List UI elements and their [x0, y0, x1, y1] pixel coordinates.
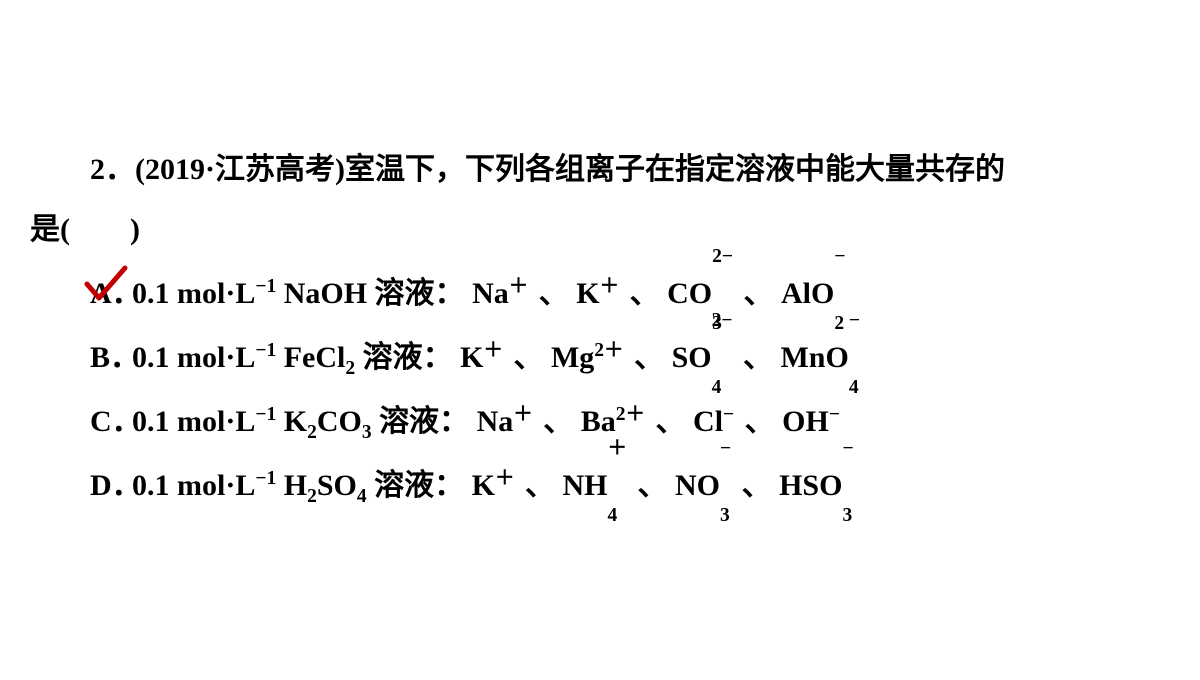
ion-alo2: AlO−2− — [781, 277, 845, 310]
ion-k: K＋ — [460, 341, 503, 374]
stem-text-1: 室温下，下列各组离子在指定溶液中能大量共存的 — [345, 153, 1005, 186]
question-number: 2 — [90, 153, 105, 186]
option-d: D． 0.1 mol·L−1 H2SO4 溶液： K＋、 NH＋4＋、 NO−3… — [30, 456, 1170, 516]
stem-text-2: 是( ) — [30, 200, 1170, 260]
ion-mno4: MnO−4− — [780, 341, 859, 374]
ion-mg: Mg2＋ — [551, 341, 624, 374]
question-block: 2．(2019·江苏高考)室温下，下列各组离子在指定溶液中能大量共存的 是( )… — [30, 140, 1170, 516]
option-d-solution: 0.1 mol·L−1 H2SO4 溶液： — [132, 469, 472, 502]
option-d-letter: D． — [90, 456, 142, 516]
ion-k: K＋ — [576, 277, 619, 310]
question-source: (2019·江苏高考) — [135, 153, 345, 186]
option-a: A． 0.1 mol·L−1 NaOH 溶液： Na＋、 K＋、 CO2−32−… — [30, 264, 1170, 324]
option-c-solution: 0.1 mol·L−1 K2CO3 溶液： — [132, 405, 477, 438]
option-b-letter: B． — [90, 328, 140, 388]
question-stem: 2．(2019·江苏高考)室温下，下列各组离子在指定溶液中能大量共存的 — [30, 140, 1170, 200]
option-b-solution: 0.1 mol·L−1 FeCl2 溶液： — [132, 341, 460, 374]
ion-k: K＋ — [472, 469, 515, 502]
ion-so4: SO2−42− — [672, 341, 733, 374]
ion-hso3: HSO−3− — [779, 469, 853, 502]
option-a-solution: 0.1 mol·L−1 NaOH 溶液： — [132, 277, 472, 310]
option-c: C． 0.1 mol·L−1 K2CO3 溶液： Na＋、 Ba2＋、 Cl−、… — [30, 392, 1170, 452]
ion-cl: Cl− — [693, 405, 734, 438]
ion-na: Na＋ — [477, 405, 533, 438]
option-b: B． 0.1 mol·L−1 FeCl2 溶液： K＋、 Mg2＋、 SO2−4… — [30, 328, 1170, 388]
ion-co3: CO2−32− — [667, 277, 733, 310]
ion-oh: OH− — [782, 405, 840, 438]
ion-nh4: NH＋4＋ — [562, 469, 627, 502]
ion-ba: Ba2＋ — [581, 405, 645, 438]
ion-no3: NO−3− — [675, 469, 731, 502]
ion-na: Na＋ — [472, 277, 528, 310]
correct-checkmark-icon — [81, 262, 131, 306]
option-c-letter: C． — [90, 392, 142, 452]
